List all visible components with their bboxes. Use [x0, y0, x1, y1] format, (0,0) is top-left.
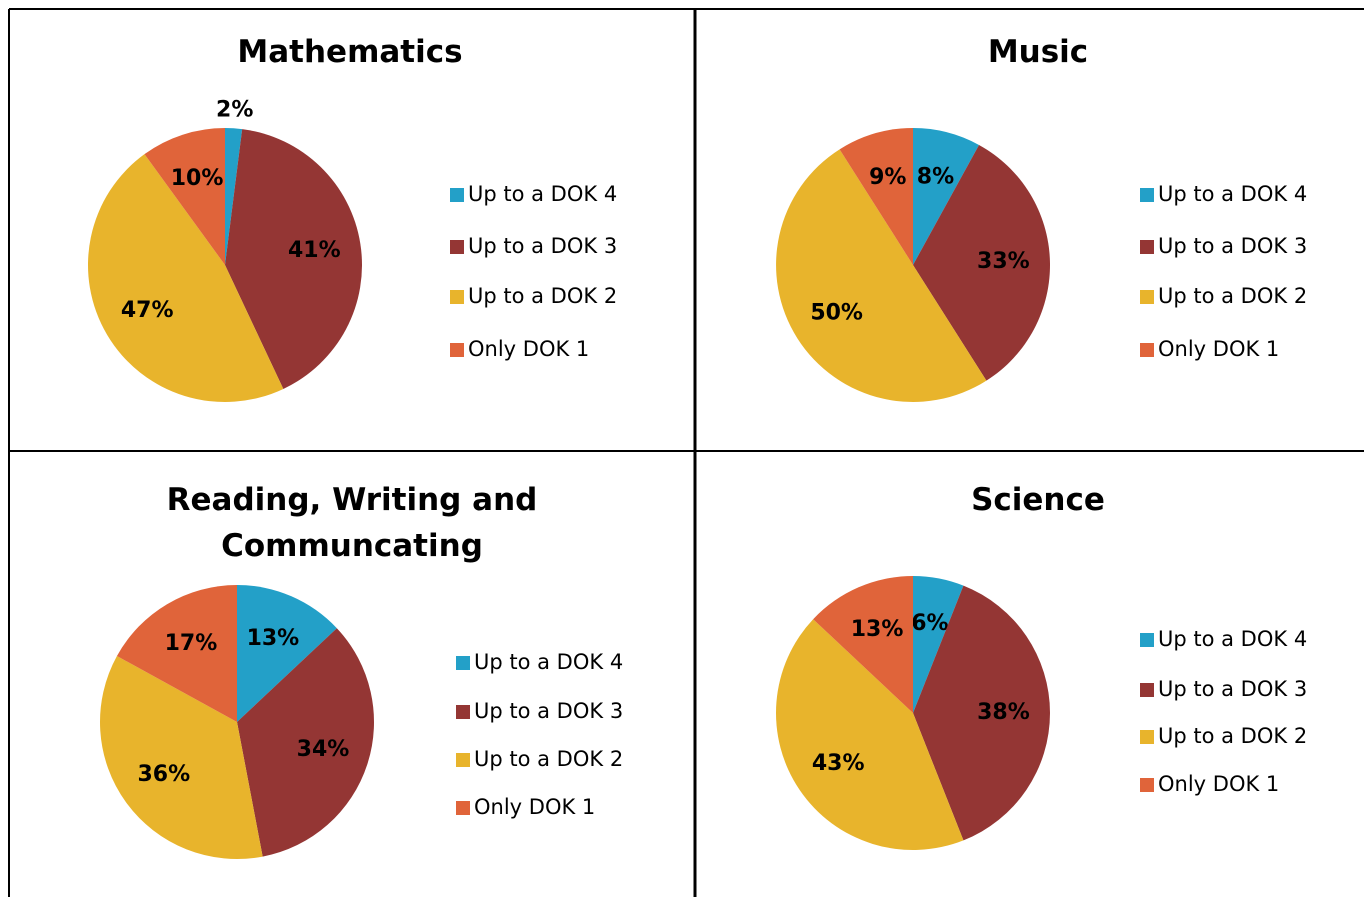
pie-slice — [225, 129, 362, 389]
legend-label: Up to a DOK 4 — [468, 182, 617, 206]
legend-label: Only DOK 1 — [1158, 772, 1279, 796]
data-label: 36% — [138, 762, 191, 787]
data-label: 33% — [977, 249, 1030, 274]
data-label: 10% — [171, 166, 224, 191]
pie-slice — [775, 619, 964, 850]
legend-swatch — [456, 753, 470, 767]
legend-label: Up to a DOK 2 — [468, 284, 617, 308]
pie-slice — [813, 576, 913, 713]
pie-slice — [913, 576, 964, 713]
legend-swatch — [1140, 290, 1154, 304]
chart-title: Music — [987, 34, 1089, 70]
legend-swatch — [456, 705, 470, 719]
legend-swatch — [1140, 778, 1154, 792]
data-label: 34% — [297, 737, 350, 762]
pie-slice — [225, 128, 243, 265]
legend-label: Up to a DOK 3 — [1158, 677, 1307, 701]
legend-swatch — [1140, 633, 1154, 647]
legend-label: Up to a DOK 3 — [474, 699, 623, 723]
data-label: 2% — [216, 97, 253, 122]
legend-swatch — [450, 240, 464, 254]
legend-swatch — [450, 343, 464, 357]
legend-label: Only DOK 1 — [474, 795, 595, 819]
legend-label: Up to a DOK 3 — [468, 234, 617, 258]
legend-label: Up to a DOK 2 — [1158, 724, 1307, 748]
legend-swatch — [450, 290, 464, 304]
data-label: 43% — [812, 751, 865, 776]
legend-label: Only DOK 1 — [1158, 337, 1279, 361]
legend-swatch — [450, 188, 464, 202]
pie-slice — [839, 128, 913, 265]
pie-slice — [237, 585, 337, 722]
legend-swatch — [456, 656, 470, 670]
pie-slice — [776, 149, 987, 402]
pie-slice — [88, 154, 284, 402]
pie-slice — [99, 655, 263, 860]
pie-slice — [237, 628, 374, 857]
data-label: 41% — [288, 238, 341, 263]
chart-title: Reading, Writing and Communcating — [166, 482, 538, 564]
pie-slice — [144, 128, 225, 265]
legend-label: Up to a DOK 4 — [474, 650, 623, 674]
legend-label: Up to a DOK 3 — [1158, 234, 1307, 258]
data-label: 6% — [911, 611, 948, 636]
legend-label: Up to a DOK 2 — [1158, 284, 1307, 308]
pie-slice — [913, 128, 980, 265]
chart-title: Mathematics — [237, 34, 463, 70]
pie-slice — [913, 144, 1050, 381]
data-label: 13% — [851, 617, 904, 642]
legend-swatch — [1140, 240, 1154, 254]
legend-swatch — [1140, 343, 1154, 357]
legend-label: Up to a DOK 2 — [474, 747, 623, 771]
data-label: 9% — [869, 165, 906, 190]
data-label: 17% — [165, 631, 218, 656]
data-label: 47% — [121, 298, 174, 323]
pie-slice — [913, 585, 1051, 841]
legend-label: Up to a DOK 4 — [1158, 627, 1307, 651]
legend-label: Only DOK 1 — [468, 337, 589, 361]
legend-label: Up to a DOK 4 — [1158, 182, 1307, 206]
data-label: 50% — [810, 300, 863, 325]
legend-swatch — [1140, 683, 1154, 697]
legend-swatch — [456, 801, 470, 815]
data-label: 8% — [917, 164, 954, 189]
pie-slice — [116, 585, 237, 722]
legend-swatch — [1140, 188, 1154, 202]
chart-title: Science — [971, 482, 1105, 518]
legend-swatch — [1140, 730, 1154, 744]
data-label: 38% — [977, 700, 1030, 725]
data-label: 13% — [247, 626, 300, 651]
